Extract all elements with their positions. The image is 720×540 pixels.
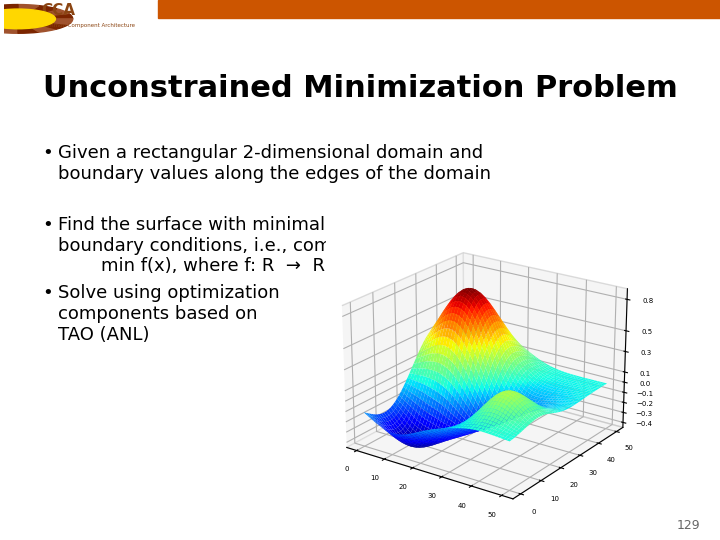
Wedge shape (0, 19, 18, 24)
Text: Find the surface with minimal area that satisfies the
boundary conditions, i.e.,: Find the surface with minimal area that … (58, 216, 528, 255)
Wedge shape (18, 19, 68, 29)
Text: min f(x), where f: R  →  R: min f(x), where f: R → R (78, 256, 325, 275)
Circle shape (0, 9, 55, 29)
Wedge shape (0, 9, 18, 19)
Wedge shape (18, 19, 57, 32)
Text: 129: 129 (676, 519, 700, 532)
Text: Given a rectangular 2-dimensional domain and
boundary values along the edges of : Given a rectangular 2-dimensional domain… (58, 144, 491, 183)
Wedge shape (18, 14, 73, 19)
Bar (158, 0, 720, 18)
Text: •: • (42, 216, 53, 234)
Wedge shape (18, 19, 39, 33)
Wedge shape (0, 19, 18, 29)
Wedge shape (18, 19, 73, 24)
Wedge shape (18, 5, 57, 19)
Text: CCA: CCA (41, 3, 75, 18)
Wedge shape (18, 9, 68, 19)
Wedge shape (0, 19, 18, 33)
Text: Unconstrained Minimization Problem: Unconstrained Minimization Problem (42, 75, 678, 103)
Text: Solve using optimization
components based on
TAO (ANL): Solve using optimization components base… (58, 284, 279, 343)
Wedge shape (0, 19, 18, 32)
Wedge shape (18, 4, 39, 19)
Wedge shape (0, 4, 18, 19)
Text: •: • (42, 144, 53, 162)
Text: •: • (42, 284, 53, 302)
Text: Common Component Architecture: Common Component Architecture (41, 23, 135, 28)
Wedge shape (0, 5, 18, 19)
Wedge shape (0, 14, 18, 19)
